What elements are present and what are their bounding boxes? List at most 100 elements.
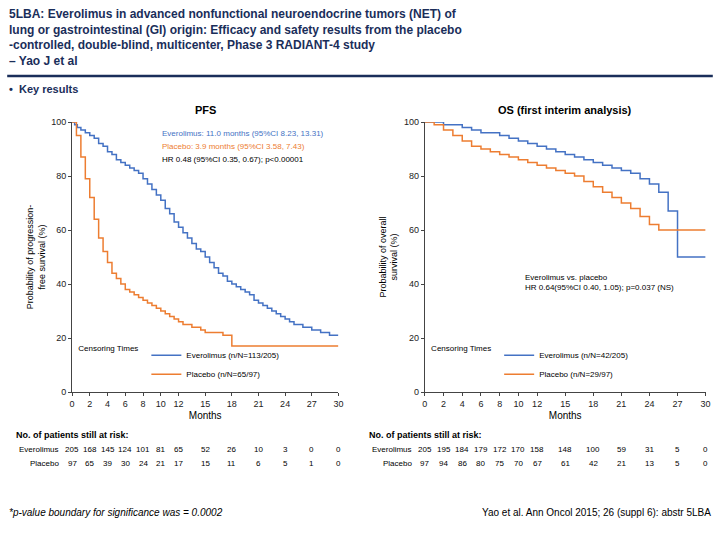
svg-text:18: 18 xyxy=(227,399,237,409)
svg-text:205: 205 xyxy=(65,445,79,454)
svg-text:OS (first interim analysis): OS (first interim analysis) xyxy=(498,104,632,116)
svg-text:1: 1 xyxy=(309,459,314,468)
svg-text:12: 12 xyxy=(174,399,184,409)
svg-text:26: 26 xyxy=(227,445,236,454)
svg-text:Placebo: Placebo xyxy=(30,459,59,468)
svg-text:100: 100 xyxy=(51,117,66,127)
svg-text:70: 70 xyxy=(514,459,523,468)
svg-text:40: 40 xyxy=(56,279,66,289)
svg-text:0: 0 xyxy=(414,387,419,397)
svg-text:HR 0.48 (95%CI 0.35, 0.67); p<: HR 0.48 (95%CI 0.35, 0.67); p<0.00001 xyxy=(162,155,304,164)
svg-text:20: 20 xyxy=(409,333,419,343)
svg-text:Placebo: 3.9 months (95%CI 3.5: Placebo: 3.9 months (95%CI 3.58, 7.43) xyxy=(162,142,305,151)
svg-text:Months: Months xyxy=(549,410,582,421)
svg-text:Censoring Times: Censoring Times xyxy=(431,344,491,353)
svg-text:24: 24 xyxy=(644,399,654,409)
svg-text:2: 2 xyxy=(441,399,446,409)
svg-text:0: 0 xyxy=(69,399,74,409)
svg-text:81: 81 xyxy=(156,445,165,454)
svg-text:12: 12 xyxy=(532,399,542,409)
svg-text:No. of patients still at risk:: No. of patients still at risk: xyxy=(16,430,129,440)
svg-text:21: 21 xyxy=(253,399,263,409)
svg-text:15: 15 xyxy=(201,459,210,468)
svg-text:Everolimus (n/N=113/205): Everolimus (n/N=113/205) xyxy=(186,351,279,360)
svg-text:195: 195 xyxy=(437,445,451,454)
svg-text:6: 6 xyxy=(123,399,128,409)
svg-text:60: 60 xyxy=(409,225,419,235)
svg-text:10: 10 xyxy=(156,399,166,409)
svg-text:124: 124 xyxy=(118,445,132,454)
svg-text:6: 6 xyxy=(478,399,483,409)
svg-text:40: 40 xyxy=(409,279,419,289)
svg-text:97: 97 xyxy=(420,459,429,468)
svg-text:24: 24 xyxy=(139,459,148,468)
svg-text:15: 15 xyxy=(560,399,570,409)
svg-text:97: 97 xyxy=(68,459,77,468)
svg-text:168: 168 xyxy=(83,445,97,454)
svg-text:10: 10 xyxy=(513,399,523,409)
svg-text:52: 52 xyxy=(201,445,210,454)
svg-text:Months: Months xyxy=(189,410,222,421)
svg-text:20: 20 xyxy=(56,333,66,343)
svg-text:0: 0 xyxy=(422,399,427,409)
svg-text:30: 30 xyxy=(701,399,711,409)
svg-text:3: 3 xyxy=(283,445,288,454)
svg-text:21: 21 xyxy=(616,399,626,409)
svg-text:• Key results: • Key results xyxy=(9,83,78,95)
svg-text:Everolimus: Everolimus xyxy=(19,445,59,454)
svg-text:8: 8 xyxy=(497,399,502,409)
svg-text:2: 2 xyxy=(87,399,92,409)
svg-text:4: 4 xyxy=(460,399,465,409)
svg-text:Yao et al. Ann Oncol 2015; 26: Yao et al. Ann Oncol 2015; 26 (suppl 6):… xyxy=(482,507,711,518)
svg-text:100: 100 xyxy=(586,445,600,454)
svg-text:184: 184 xyxy=(455,445,469,454)
svg-text:65: 65 xyxy=(174,445,183,454)
svg-text:30: 30 xyxy=(333,399,343,409)
svg-text:5LBA: Everolimus in advanced n: 5LBA: Everolimus in advanced nonfunction… xyxy=(9,7,462,68)
svg-text:172: 172 xyxy=(493,445,507,454)
svg-text:4: 4 xyxy=(105,399,110,409)
svg-text:0: 0 xyxy=(703,459,708,468)
svg-text:Everolimus: Everolimus xyxy=(372,445,412,454)
svg-text:Probability of progression-fre: Probability of progression-free survival… xyxy=(25,205,47,310)
svg-text:13: 13 xyxy=(645,459,654,468)
svg-text:0: 0 xyxy=(309,445,314,454)
svg-text:18: 18 xyxy=(588,399,598,409)
svg-text:21: 21 xyxy=(156,459,165,468)
svg-text:Placebo (n/N=65/97): Placebo (n/N=65/97) xyxy=(186,370,260,379)
svg-text:65: 65 xyxy=(85,459,94,468)
svg-text:158: 158 xyxy=(530,445,544,454)
svg-text:Censoring Times: Censoring Times xyxy=(78,344,138,353)
svg-text:80: 80 xyxy=(476,459,485,468)
svg-text:Everolimus: 11.0 months (95%CI: Everolimus: 11.0 months (95%CI 8.23, 13.… xyxy=(162,129,324,138)
svg-text:0: 0 xyxy=(61,387,66,397)
svg-text:5: 5 xyxy=(675,459,680,468)
svg-text:59: 59 xyxy=(617,445,626,454)
svg-text:10: 10 xyxy=(254,445,263,454)
svg-text:39: 39 xyxy=(103,459,112,468)
svg-text:Probability of overallsurvival: Probability of overallsurvival (%) xyxy=(378,216,400,297)
svg-text:75: 75 xyxy=(495,459,504,468)
svg-text:30: 30 xyxy=(121,459,130,468)
svg-text:No. of patients still at risk:: No. of patients still at risk: xyxy=(369,430,482,440)
svg-text:0: 0 xyxy=(703,445,708,454)
svg-text:0: 0 xyxy=(336,459,341,468)
svg-text:17: 17 xyxy=(174,459,183,468)
svg-text:15: 15 xyxy=(200,399,210,409)
svg-text:Everolimus (n/N=42/205): Everolimus (n/N=42/205) xyxy=(539,351,628,360)
svg-text:Placebo (n/N=29/97): Placebo (n/N=29/97) xyxy=(539,370,613,379)
svg-text:42: 42 xyxy=(589,459,598,468)
svg-text:86: 86 xyxy=(458,459,467,468)
svg-text:6: 6 xyxy=(256,459,261,468)
svg-text:170: 170 xyxy=(511,445,525,454)
svg-text:31: 31 xyxy=(645,445,654,454)
svg-text:27: 27 xyxy=(307,399,317,409)
svg-text:67: 67 xyxy=(533,459,542,468)
svg-text:24: 24 xyxy=(280,399,290,409)
svg-text:94: 94 xyxy=(439,459,448,468)
svg-text:148: 148 xyxy=(558,445,572,454)
svg-text:101: 101 xyxy=(136,445,150,454)
svg-text:5: 5 xyxy=(675,445,680,454)
svg-text:80: 80 xyxy=(56,171,66,181)
svg-text:8: 8 xyxy=(141,399,146,409)
